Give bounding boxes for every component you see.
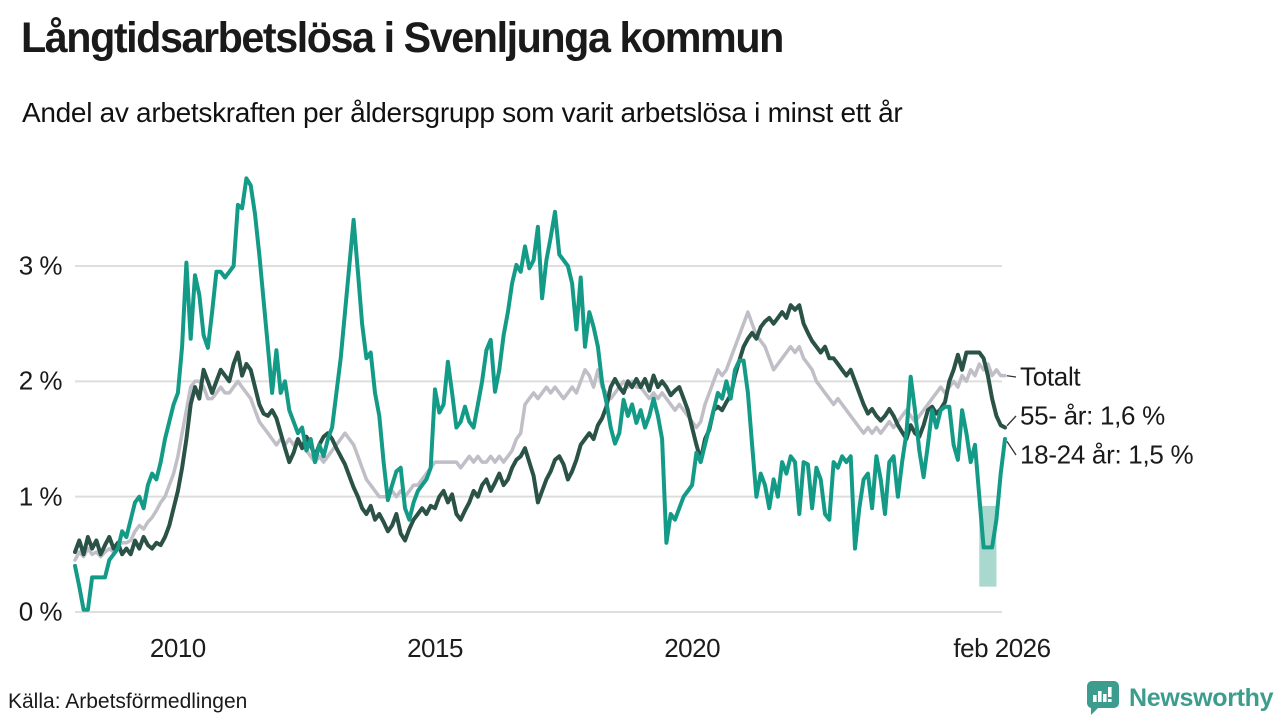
label-leader-line [1006,415,1017,427]
series-end-label-18-24-r: 18-24 år: 1,5 % [1020,439,1194,470]
label-leader-line [1006,375,1017,378]
source-note: Källa: Arbetsförmedlingen [8,690,248,713]
x-axis-tick-label: 2020 [664,633,721,663]
y-axis-tick-label: 2 % [18,365,63,396]
chart-subtitle: Andel av arbetskraften per åldersgrupp s… [22,97,903,128]
newsworthy-logo-icon [1086,681,1119,715]
series-end-label-totalt: Totalt [1020,361,1081,392]
y-axis-tick-label: 0 % [18,596,63,627]
series-line-18-24-r [73,176,1007,612]
label-leader-line [1006,441,1017,456]
y-axis-tick-label: 1 % [18,481,63,512]
brand-name: Newsworthy [1129,683,1274,712]
x-axis-tick-label: 2010 [149,633,206,663]
series-line-totalt [73,310,1007,562]
y-axis-tick-label: 3 % [18,250,63,281]
x-axis-tick-label: feb 2026 [953,633,1051,663]
brand-lockup: Newsworthy [1085,679,1274,717]
x-axis-tick-label: 2015 [407,633,463,663]
series-line-55-r [73,303,1007,557]
series-end-label-55-r: 55- år: 1,6 % [1020,400,1165,431]
chart-title: Långtidsarbetslösa i Svenljunga kommun [21,14,784,62]
